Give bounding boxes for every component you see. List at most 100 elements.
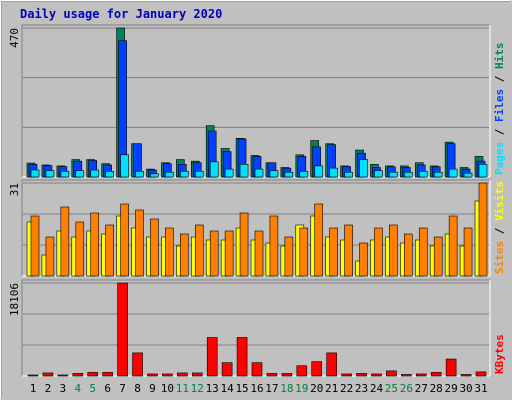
bar: [239, 164, 249, 178]
bar: [281, 373, 293, 377]
bar: [180, 170, 189, 178]
bar: [194, 170, 204, 178]
y-tick-label: 31: [8, 183, 21, 196]
bar: [75, 170, 85, 178]
y-tick-label: 470: [8, 28, 21, 48]
x-tick-label: 16: [250, 382, 263, 395]
bar: [401, 374, 412, 377]
bar: [87, 372, 99, 377]
legend-separator: /: [493, 69, 506, 89]
x-tick-label: 15: [235, 382, 248, 395]
x-tick-label: 3: [60, 382, 67, 395]
bar: [299, 170, 309, 178]
y-tick-label: 18106: [8, 283, 21, 316]
x-tick-label: 29: [445, 382, 458, 395]
bar: [72, 373, 84, 377]
x-tick-label: 9: [149, 382, 156, 395]
x-tick-label: 6: [104, 382, 111, 395]
panel: [21, 279, 491, 377]
bar: [162, 373, 173, 377]
bar: [30, 169, 40, 178]
bar: [296, 365, 308, 377]
bar: [418, 227, 428, 277]
bar: [314, 165, 324, 178]
bar: [430, 372, 442, 377]
bar: [147, 373, 158, 377]
x-tick-label: 30: [459, 382, 472, 395]
bar: [191, 372, 203, 377]
x-tick-label: 14: [221, 382, 235, 395]
bar: [418, 170, 428, 178]
bar: [45, 236, 55, 277]
bar: [45, 170, 55, 178]
bar: [404, 171, 413, 178]
bar: [254, 230, 264, 277]
bar: [206, 337, 218, 377]
x-tick-label: 12: [191, 382, 204, 395]
bar: [374, 170, 383, 178]
bar: [460, 374, 472, 377]
bar: [448, 215, 458, 277]
bar: [371, 373, 382, 377]
x-tick-label: 2: [45, 382, 52, 395]
bar: [224, 230, 234, 277]
bar: [150, 218, 159, 277]
legend-entry: Sites: [493, 241, 506, 274]
bar: [404, 233, 413, 277]
bar: [105, 170, 114, 178]
bar: [42, 372, 54, 377]
bar: [120, 203, 129, 277]
bar: [209, 230, 219, 277]
bar: [132, 352, 143, 377]
x-tick-label: 17: [265, 382, 278, 395]
bar: [57, 374, 69, 377]
x-tick-label: 28: [430, 382, 443, 395]
bar: [120, 154, 129, 178]
bar: [329, 167, 338, 178]
x-tick-label: 31: [474, 382, 487, 395]
x-tick-label: 20: [310, 382, 323, 395]
legend-entry: Pages: [493, 142, 506, 175]
x-tick-label: 8: [134, 382, 141, 395]
bar: [117, 282, 128, 377]
bar: [374, 227, 383, 277]
bar: [329, 227, 338, 277]
bar: [30, 215, 40, 277]
bar: [224, 168, 234, 178]
bar: [239, 212, 249, 277]
bar: [135, 170, 144, 178]
bar: [177, 372, 188, 377]
bar: [344, 224, 353, 277]
bar: [75, 221, 85, 277]
bar: [180, 233, 189, 277]
bar: [445, 358, 457, 377]
bar: [165, 171, 174, 178]
bar: [389, 224, 398, 277]
legend-separator: /: [493, 221, 506, 241]
x-tick-label: 21: [325, 382, 338, 395]
bar: [284, 171, 294, 178]
bar: [448, 168, 458, 178]
bar: [344, 171, 353, 178]
legend: Sites / Visits: [493, 181, 506, 274]
bar: [236, 337, 248, 377]
bar: [386, 370, 397, 377]
bar: [60, 206, 70, 277]
legend-separator: /: [493, 122, 506, 142]
bar: [478, 182, 488, 277]
bar: [299, 227, 309, 277]
x-tick-label: 7: [119, 382, 126, 395]
bar: [105, 224, 114, 277]
x-tick-label: 24: [370, 382, 384, 395]
legend-entry: Files: [493, 89, 506, 122]
bar: [150, 173, 159, 178]
bar: [251, 362, 263, 377]
x-tick-label: 23: [355, 382, 368, 395]
bar: [311, 361, 323, 377]
bar: [341, 373, 352, 377]
bar: [314, 203, 324, 277]
x-tick-label: 22: [340, 382, 353, 395]
legend-entry: Visits: [493, 181, 506, 221]
